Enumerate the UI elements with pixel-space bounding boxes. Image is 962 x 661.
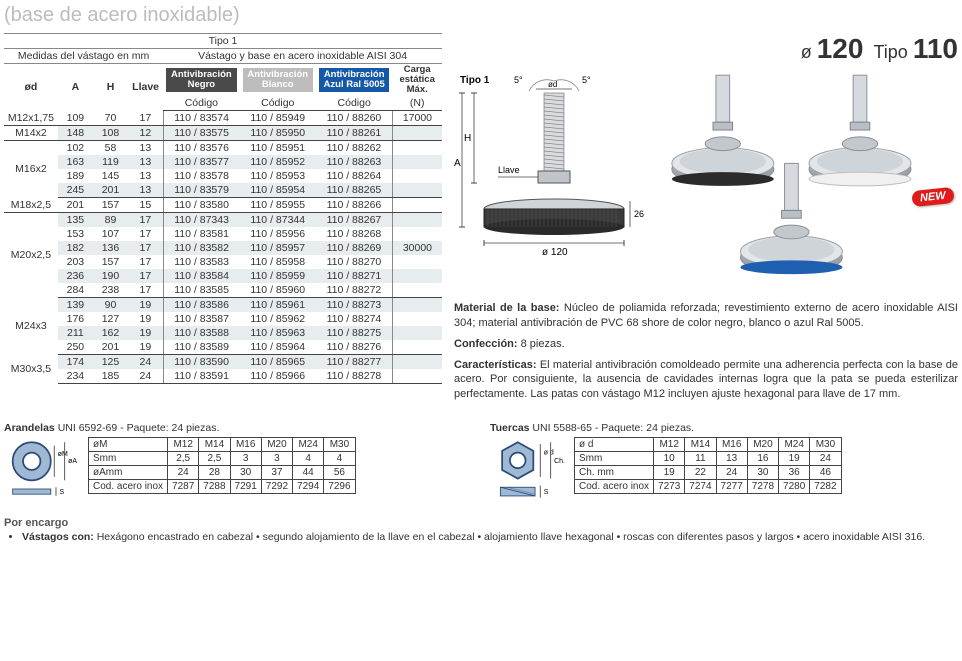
arandelas-table: øMM12M14M16M20M24M30Smm2,52,53344øAmm242… bbox=[88, 437, 356, 494]
table-row: 23418524110 / 83591110 / 85966110 / 8827… bbox=[4, 369, 442, 384]
table-title: Tipo 1 bbox=[4, 34, 442, 49]
carga-unit: (N) bbox=[392, 96, 442, 111]
svg-text:Tipo 1: Tipo 1 bbox=[460, 75, 490, 86]
table-row: M24x31399019110 / 83586110 / 85961110 / … bbox=[4, 297, 442, 312]
footer: Por encargo Vástagos con: Hexágono encas… bbox=[4, 517, 958, 543]
faded-title: (base de acero inoxidable) bbox=[4, 4, 958, 27]
svg-text:S: S bbox=[544, 489, 549, 496]
product-photos: NEW bbox=[664, 71, 958, 291]
technical-diagram: Tipo 1 5° 5° ød bbox=[454, 71, 654, 271]
svg-text:ød: ød bbox=[548, 80, 557, 89]
svg-text:H: H bbox=[464, 133, 471, 144]
svg-text:26: 26 bbox=[634, 209, 644, 219]
arandelas-title: Arandelas UNI 6592-69 - Paquete: 24 piez… bbox=[4, 422, 472, 434]
codigo-label: Código bbox=[240, 96, 316, 111]
svg-text:ø 120: ø 120 bbox=[542, 247, 568, 258]
table-row: 16311913110 / 83577110 / 85952110 / 8826… bbox=[4, 155, 442, 169]
col-carga: Carga estática Máx. bbox=[392, 64, 442, 96]
table-row: 18213617110 / 83582110 / 85957110 / 8826… bbox=[4, 241, 442, 255]
codigo-label: Código bbox=[163, 96, 239, 111]
codigo-label: Código bbox=[316, 96, 392, 111]
table-row: M14x214810812110 / 83575110 / 85950110 /… bbox=[4, 125, 442, 140]
table-row: 23619017110 / 83584110 / 85959110 / 8827… bbox=[4, 269, 442, 283]
svg-text:øA: øA bbox=[68, 458, 77, 465]
main-spec-table: Tipo 1 Medidas del vástago en mm Vástago… bbox=[4, 33, 442, 384]
svg-text:5°: 5° bbox=[582, 75, 591, 85]
svg-text:Llave: Llave bbox=[498, 165, 520, 175]
pill-white: Antivibración Blanco bbox=[243, 68, 313, 92]
tuercas-table: ø dM12M14M16M20M24M30Smm101113161924Ch. … bbox=[574, 437, 842, 494]
product-title: ø 120 Tipo 110 bbox=[454, 33, 958, 65]
svg-text:ø d: ø d bbox=[544, 449, 554, 456]
table-row: 25020119110 / 83589110 / 85964110 / 8827… bbox=[4, 340, 442, 355]
col-llave: Llave bbox=[128, 64, 163, 111]
table-row: M16x21025813110 / 83576110 / 85951110 / … bbox=[4, 140, 442, 155]
table-row: M12x1,751097017110 / 83574110 / 85949110… bbox=[4, 110, 442, 125]
table-row: M30x3,517412524110 / 83590110 / 85965110… bbox=[4, 354, 442, 369]
pill-black: Antivibración Negro bbox=[166, 68, 236, 92]
col-od: ød bbox=[4, 64, 58, 111]
table-row: M18x2,520115715110 / 83580110 / 85955110… bbox=[4, 197, 442, 212]
col-a: A bbox=[58, 64, 93, 111]
table-row: 24520113110 / 83579110 / 85954110 / 8826… bbox=[4, 183, 442, 198]
description: Material de la base: Núcleo de poliamida… bbox=[454, 301, 958, 402]
table-row: 18914513110 / 83578110 / 85953110 / 8826… bbox=[4, 169, 442, 183]
svg-text:Ch.: Ch. bbox=[554, 458, 565, 465]
table-row: 15310717110 / 83581110 / 85956110 / 8826… bbox=[4, 227, 442, 241]
table-row: M20x2,51358917110 / 87343110 / 87344110 … bbox=[4, 212, 442, 227]
measures-header: Medidas del vástago en mm bbox=[4, 49, 163, 64]
svg-text:øM: øM bbox=[58, 451, 68, 458]
svg-text:5°: 5° bbox=[514, 75, 523, 85]
table-row: 28423817110 / 83585110 / 85960110 / 8827… bbox=[4, 283, 442, 298]
tuercas-title: Tuercas UNI 5588-65 - Paquete: 24 piezas… bbox=[490, 422, 958, 434]
table-row: 20315717110 / 83583110 / 85958110 / 8827… bbox=[4, 255, 442, 269]
pill-blue: Antivibración Azul Ral 5005 bbox=[319, 68, 389, 92]
nut-diagram: ø d Ch. S bbox=[490, 437, 568, 507]
svg-text:A: A bbox=[454, 158, 461, 169]
svg-text:S: S bbox=[59, 489, 64, 496]
table-row: 21116219110 / 83588110 / 85963110 / 8827… bbox=[4, 326, 442, 340]
washer-diagram: øM øA S bbox=[4, 437, 82, 507]
col-h: H bbox=[93, 64, 128, 111]
aisi-header: Vástago y base en acero inoxidable AISI … bbox=[163, 49, 442, 64]
table-row: 17612719110 / 83587110 / 85962110 / 8827… bbox=[4, 312, 442, 326]
